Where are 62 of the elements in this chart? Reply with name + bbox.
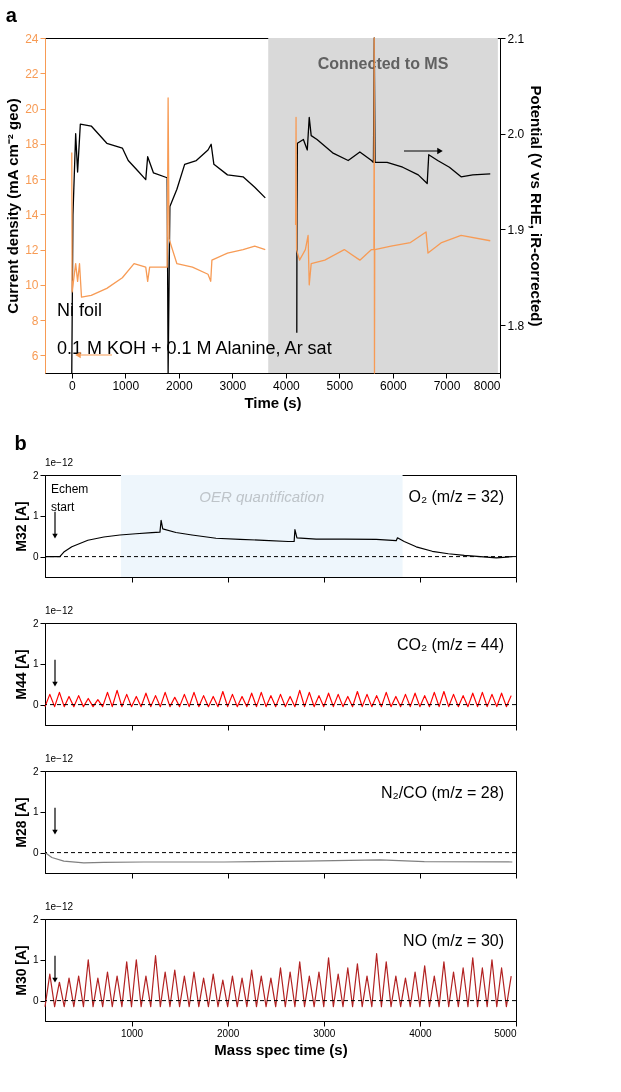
x-tick-label: 6000	[380, 378, 408, 393]
annotation: Echem start	[51, 482, 89, 514]
annotation: NO (m/z = 30)	[403, 932, 504, 949]
x-tick-label: 7000	[433, 378, 461, 393]
y-tick-label: 8	[31, 313, 39, 328]
annotation: O₂ (m/z = 32)	[408, 488, 504, 505]
text: 1e−12	[45, 753, 74, 764]
y-axis-title: Current density (mA cm⁻² geo)	[4, 98, 22, 314]
y2-tick-label: 2.1	[507, 31, 525, 46]
chart-title: a	[5, 4, 18, 26]
x-axis-title: Time (s)	[244, 393, 302, 411]
y-axis-title: M44 [A]	[12, 649, 29, 700]
line-series	[44, 953, 512, 1008]
y-tick-label: 18	[25, 137, 39, 152]
y-axis-title: M32 [A]	[12, 501, 29, 552]
annotation: N₂/CO (m/z = 28)	[380, 784, 504, 801]
y-tick-label: 24	[25, 31, 39, 46]
y-tick-label: 10	[25, 278, 39, 293]
x-tick-label: 3000	[313, 1027, 336, 1039]
x-tick-label: 5000	[326, 378, 354, 393]
y-axis-title: M30 [A]	[12, 945, 29, 996]
x-tick-label: 1000	[112, 378, 140, 393]
y2-tick-label: 1.8	[507, 318, 525, 333]
x-tick-label: 4000	[409, 1027, 432, 1039]
y-tick-label: 0	[32, 551, 39, 563]
y-axis-title: M28 [A]	[12, 797, 29, 848]
y-tick-label: 0	[32, 847, 39, 859]
y-tick-label: 16	[25, 172, 39, 187]
x-tick-label: 1000	[120, 1027, 144, 1039]
y-tick-label: 2	[32, 913, 39, 925]
x-tick-label: 4000	[273, 378, 301, 393]
y-tick-label: 12	[25, 243, 39, 258]
chart-title: b	[14, 432, 27, 454]
y-tick-label: 1	[32, 806, 39, 818]
y-tick-label: 6	[31, 348, 39, 363]
y2-tick-label: 2.0	[507, 127, 525, 142]
y-tick-label: 0	[32, 699, 39, 711]
x-tick-label: 2000	[165, 378, 193, 393]
y-tick-label: 22	[25, 66, 39, 81]
y-tick-label: 1	[32, 658, 39, 670]
x-tick-label: 5000	[494, 1027, 517, 1039]
x-tick-label: 3000	[219, 378, 247, 393]
y-tick-label: 0	[32, 995, 39, 1007]
y2-axis-title: Potential (V vs RHE, iR-corrected)	[528, 85, 546, 327]
y-tick-label: 20	[25, 102, 39, 117]
annotation: CO₂ (m/z = 44)	[396, 636, 504, 653]
line-series	[44, 852, 513, 864]
y-tick-label: 2	[32, 617, 39, 629]
y-tick-label: 14	[25, 207, 39, 222]
x-tick-label: 2000	[217, 1027, 240, 1039]
line-series	[44, 689, 512, 708]
y-tick-label: 2	[32, 469, 39, 481]
y-tick-label: 1	[32, 954, 39, 966]
y-tick-label: 1	[32, 510, 39, 522]
x-axis-title: Mass spec time (s)	[214, 1040, 348, 1058]
y2-tick-label: 1.9	[507, 222, 525, 237]
y-tick-label: 2	[32, 765, 39, 777]
text: 1e−12	[45, 901, 74, 912]
x-tick-label: 8000	[473, 378, 501, 393]
x-tick-label: 0	[68, 378, 76, 393]
text: 1e−12	[45, 457, 74, 468]
text: 1e−12	[45, 605, 74, 616]
